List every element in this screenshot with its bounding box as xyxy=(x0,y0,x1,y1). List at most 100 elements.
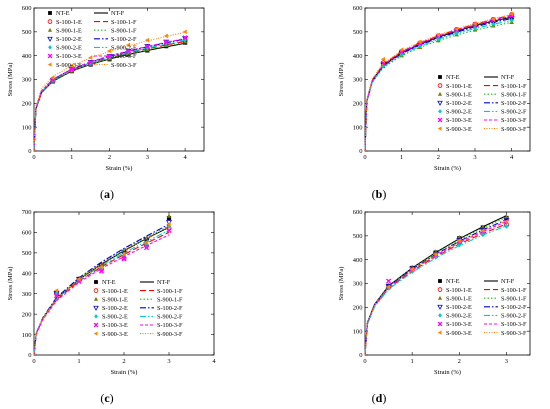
y-tick-label: 300 xyxy=(22,77,32,84)
legend-label: S-900-2-E xyxy=(56,45,82,52)
y-tick-label: 100 xyxy=(353,328,363,335)
legend-label: S-100-2-F xyxy=(111,36,137,43)
y-axis-title: Stress (MPa) xyxy=(338,267,345,301)
y-tick-label: 600 xyxy=(353,5,363,12)
legend-label: S-100-3-F xyxy=(501,321,527,328)
series-s-900-2-e xyxy=(381,17,514,69)
legend-marker xyxy=(93,322,99,328)
legend-marker xyxy=(437,321,443,327)
legend-label: S-900-3-F xyxy=(501,126,527,133)
legend-marker xyxy=(437,126,442,131)
data-point xyxy=(409,266,414,272)
data-point xyxy=(480,228,485,233)
legend-label: S-900-3-E xyxy=(56,62,82,69)
legend-label: S-100-1-E xyxy=(102,288,128,295)
x-tick-label: 4 xyxy=(183,154,187,161)
legend-label: S-900-1-F xyxy=(157,296,183,303)
y-tick-label: 0 xyxy=(359,148,362,155)
legend-marker xyxy=(48,11,52,15)
legend-label: NT-F xyxy=(111,10,125,17)
legend-label: S-900-3-E xyxy=(446,330,472,337)
legend-label: S-100-2-F xyxy=(157,305,183,312)
x-axis-title: Strain (%) xyxy=(111,369,138,376)
legend-label: NT-F xyxy=(501,278,515,285)
y-tick-label: 400 xyxy=(353,53,363,60)
x-tick-label: 0 xyxy=(32,358,35,365)
legend-label: S-900-3-E xyxy=(102,331,128,338)
legend-label: S-900-1-E xyxy=(446,295,472,302)
data-point xyxy=(380,56,386,62)
x-tick-label: 3 xyxy=(505,358,508,365)
data-point xyxy=(53,293,60,299)
legend-label: S-100-3-E xyxy=(446,321,472,328)
data-point xyxy=(166,227,172,233)
legend-label: NT-E xyxy=(446,74,460,81)
x-tick-label: 3 xyxy=(167,358,170,365)
legend-marker xyxy=(437,83,443,88)
series-line xyxy=(364,216,507,356)
legend-marker xyxy=(94,314,98,319)
x-axis-title: Strain (%) xyxy=(106,165,133,172)
series-line xyxy=(364,220,507,356)
legend: NT-E S-100-1-ES-900-1-E S-100-2-E S-900-2-E… xyxy=(47,10,137,69)
legend-label: NT-E xyxy=(56,10,70,17)
series-line xyxy=(364,13,512,152)
legend-marker xyxy=(438,313,442,318)
legend-label: S-100-2-F xyxy=(501,100,527,107)
series-s-100-3-e xyxy=(380,13,515,66)
legend-label: S-900-1-E xyxy=(102,296,128,303)
legend-label: S-900-1-E xyxy=(56,27,82,34)
y-tick-label: 0 xyxy=(359,352,362,359)
legend-label: S-900-2-F xyxy=(501,313,527,320)
data-point xyxy=(121,256,127,262)
legend-label: S-100-3-F xyxy=(157,322,183,329)
data-point xyxy=(386,278,392,284)
legend-label: S-900-2-E xyxy=(102,314,128,321)
data-point xyxy=(399,47,404,53)
legend-label: S-100-1-F xyxy=(111,19,137,26)
legend-label: NT-F xyxy=(157,279,171,286)
y-tick-label: 100 xyxy=(22,332,32,339)
legend-marker xyxy=(93,331,98,336)
legend-marker xyxy=(437,117,443,123)
legend-label: NT-E xyxy=(102,279,116,286)
data-point xyxy=(380,60,386,66)
chart-panel-d: 0 1 2 3 0 100 200 300 400 500 600 Strain (%) Stress … xyxy=(338,209,531,405)
legend-label: S-100-1-E xyxy=(446,83,472,90)
y-tick-label: 200 xyxy=(353,305,363,312)
data-point xyxy=(143,245,150,251)
data-point xyxy=(435,32,441,38)
legend-label: S-100-1-E xyxy=(56,19,82,26)
legend-label: S-100-2-E xyxy=(56,36,82,43)
legend-marker xyxy=(438,279,442,283)
data-point xyxy=(163,33,168,39)
series-s-900-3-e xyxy=(50,29,187,80)
legend-label: S-900-2-F xyxy=(111,45,137,52)
y-tick-label: 200 xyxy=(353,101,363,108)
series-s-100-3-f xyxy=(33,37,186,152)
y-tick-label: 600 xyxy=(353,209,363,216)
legend-marker xyxy=(93,288,99,293)
x-tick-label: 2 xyxy=(437,154,440,161)
legend-label: NT-E xyxy=(446,278,460,285)
y-tick-label: 0 xyxy=(28,352,31,359)
legend-label: NT-F xyxy=(501,74,515,81)
legend-marker xyxy=(93,305,99,311)
legend-marker xyxy=(47,19,53,24)
legend-marker xyxy=(438,109,442,114)
legend-label: S-100-2-E xyxy=(446,100,472,107)
data-point xyxy=(182,35,188,41)
data-point xyxy=(503,219,509,224)
data-point xyxy=(509,11,514,17)
series-s-100-3-f xyxy=(364,15,512,152)
data-point xyxy=(386,284,391,290)
x-tick-label: 2 xyxy=(108,154,111,161)
series-s-900-1-f xyxy=(364,216,507,356)
y-tick-label: 0 xyxy=(28,148,31,155)
y-tick-label: 400 xyxy=(353,257,363,264)
legend-marker xyxy=(437,295,443,300)
legend-label: S-900-2-F xyxy=(501,109,527,116)
x-tick-label: 2 xyxy=(122,358,125,365)
data-point xyxy=(457,242,462,248)
x-tick-label: 1 xyxy=(70,154,73,161)
